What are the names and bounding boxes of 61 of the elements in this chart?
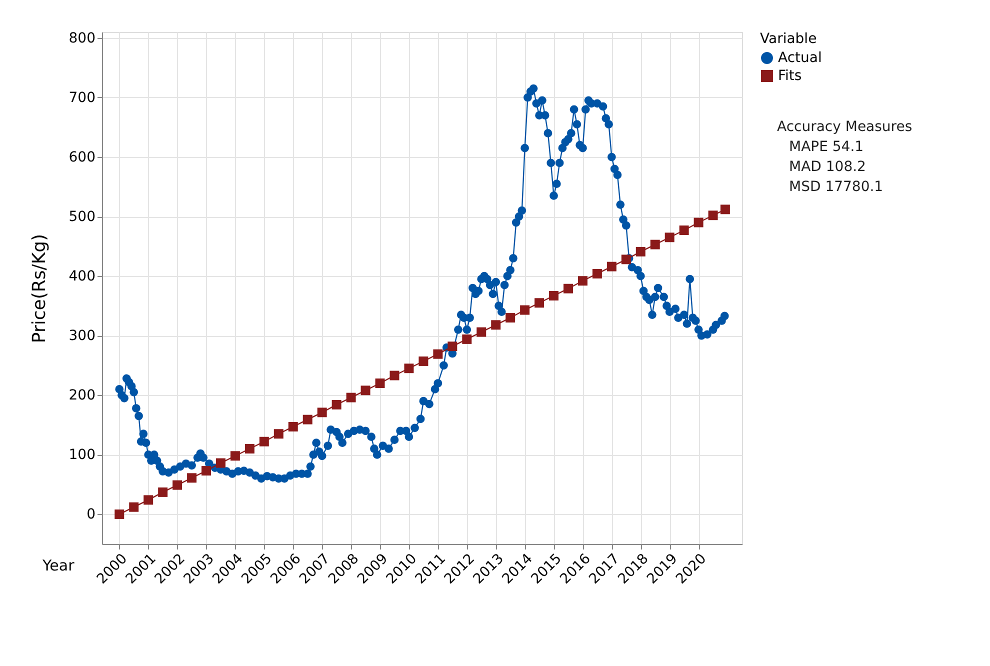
point bbox=[549, 290, 559, 300]
point bbox=[114, 509, 124, 519]
point bbox=[202, 466, 211, 476]
point bbox=[650, 240, 660, 250]
point bbox=[491, 320, 501, 330]
text: MAPE 54.1 bbox=[789, 139, 864, 155]
point bbox=[144, 495, 154, 505]
point bbox=[418, 356, 428, 366]
point bbox=[216, 458, 226, 468]
point bbox=[332, 400, 342, 410]
point bbox=[578, 276, 588, 286]
point bbox=[708, 210, 718, 220]
y-tick-label: 0 bbox=[86, 506, 96, 523]
point bbox=[720, 204, 730, 214]
point bbox=[520, 305, 530, 315]
point bbox=[129, 502, 139, 512]
y-tick-label: 600 bbox=[68, 150, 96, 166]
point bbox=[375, 378, 385, 388]
point bbox=[534, 298, 544, 308]
point bbox=[288, 422, 298, 432]
y-tick-label: 200 bbox=[68, 388, 96, 404]
point bbox=[346, 392, 356, 402]
legend-title: Variable bbox=[760, 31, 817, 47]
y-axis-title: Price(Rs/Kg) bbox=[28, 234, 50, 344]
text: MAD 108.2 bbox=[789, 159, 866, 175]
y-tick-label: 300 bbox=[68, 328, 96, 344]
point bbox=[302, 414, 312, 424]
point bbox=[606, 262, 616, 272]
point bbox=[187, 473, 197, 483]
point bbox=[244, 444, 254, 454]
x-axis-title: Year bbox=[42, 556, 76, 574]
point bbox=[636, 246, 646, 256]
point bbox=[592, 268, 602, 278]
y-tick-label: 500 bbox=[68, 209, 96, 226]
legend-label: Actual bbox=[778, 50, 822, 66]
y-tick-label: 800 bbox=[68, 30, 96, 46]
y-tick-label: 700 bbox=[68, 90, 96, 106]
point bbox=[158, 487, 168, 497]
y-tick-label: 400 bbox=[68, 268, 96, 285]
point bbox=[679, 226, 689, 235]
point bbox=[404, 364, 414, 374]
point bbox=[172, 480, 182, 490]
point bbox=[506, 313, 516, 323]
text: Accuracy Measures bbox=[777, 119, 912, 135]
point bbox=[317, 408, 327, 418]
point bbox=[433, 349, 443, 359]
point bbox=[462, 334, 472, 344]
point bbox=[259, 436, 269, 446]
point bbox=[448, 342, 458, 352]
text: MSD 17780.1 bbox=[789, 179, 884, 195]
point bbox=[621, 254, 631, 264]
point bbox=[476, 327, 486, 337]
point bbox=[360, 386, 370, 396]
point bbox=[564, 284, 573, 294]
point bbox=[664, 232, 674, 242]
point bbox=[274, 429, 284, 439]
y-tick-label: 100 bbox=[68, 447, 96, 464]
point bbox=[694, 218, 704, 228]
legend-label: Fits bbox=[778, 68, 802, 84]
point bbox=[230, 451, 240, 461]
point bbox=[390, 370, 400, 380]
